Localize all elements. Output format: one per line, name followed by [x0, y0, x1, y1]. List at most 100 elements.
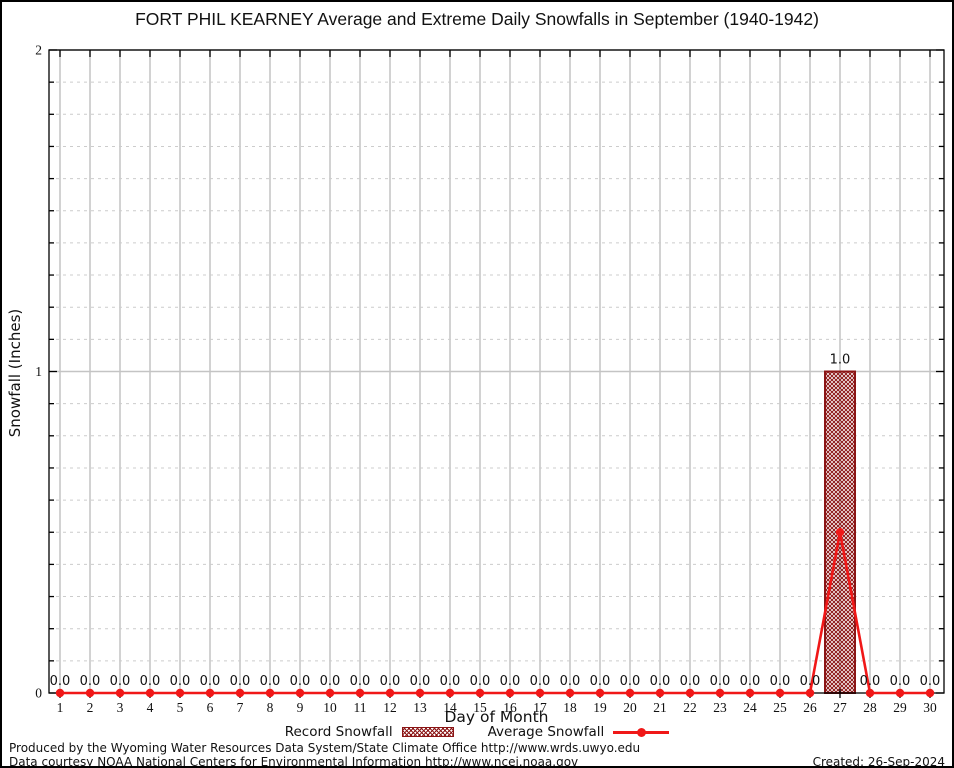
point-value-label: 0.0: [770, 674, 791, 689]
average-snowfall-marker: [925, 688, 935, 698]
point-value-label: 0.0: [710, 674, 731, 689]
svg-text:0: 0: [35, 686, 42, 701]
average-snowfall-marker: [565, 688, 575, 698]
average-snowfall-marker: [295, 688, 305, 698]
average-snowfall-marker: [415, 688, 425, 698]
average-snowfall-swatch-icon: [613, 727, 670, 737]
average-snowfall-marker: [55, 688, 65, 698]
svg-text:2: 2: [87, 700, 94, 715]
svg-text:2: 2: [35, 43, 42, 58]
svg-text:16: 16: [503, 700, 517, 715]
svg-text:8: 8: [267, 700, 274, 715]
chart-legend: Record Snowfall Average Snowfall: [2, 724, 952, 740]
average-snowfall-marker: [865, 688, 875, 698]
average-snowfall-marker: [325, 688, 335, 698]
point-value-label: 0.0: [470, 674, 491, 689]
svg-text:4: 4: [147, 700, 154, 715]
footer-created-date: Created: 26-Sep-2024: [812, 755, 945, 768]
footer-data-courtesy: Data courtesy NOAA National Centers for …: [9, 755, 579, 768]
average-snowfall-marker: [775, 688, 785, 698]
svg-text:14: 14: [443, 700, 457, 715]
svg-text:12: 12: [383, 700, 397, 715]
svg-text:10: 10: [323, 700, 337, 715]
svg-text:1: 1: [35, 364, 42, 379]
point-value-label: 0.0: [200, 674, 221, 689]
svg-text:1: 1: [57, 700, 64, 715]
average-snowfall-marker: [85, 688, 95, 698]
chart-title: FORT PHIL KEARNEY Average and Extreme Da…: [135, 9, 819, 29]
footer-produced-by: Produced by the Wyoming Water Resources …: [9, 741, 641, 755]
svg-text:25: 25: [773, 700, 787, 715]
average-snowfall-marker: [115, 688, 125, 698]
average-snowfall-marker: [265, 688, 275, 698]
point-value-label: 1.0: [830, 353, 851, 368]
footer-row: Data courtesy NOAA National Centers for …: [2, 755, 952, 768]
svg-text:17: 17: [533, 700, 547, 715]
average-snowfall-marker: [355, 688, 365, 698]
svg-text:15: 15: [473, 700, 487, 715]
point-value-label: 0.0: [260, 674, 281, 689]
svg-text:6: 6: [207, 700, 214, 715]
svg-text:5: 5: [177, 700, 184, 715]
point-value-label: 0.0: [230, 674, 251, 689]
svg-text:13: 13: [413, 700, 427, 715]
svg-text:3: 3: [117, 700, 124, 715]
svg-text:21: 21: [653, 700, 667, 715]
average-snowfall-marker: [655, 688, 665, 698]
point-value-label: 0.0: [80, 674, 101, 689]
average-snowfall-marker: [475, 688, 485, 698]
legend-record-label: Record Snowfall: [284, 724, 393, 740]
point-value-label: 0.0: [890, 674, 911, 689]
point-value-label: 0.0: [560, 674, 581, 689]
svg-text:26: 26: [803, 700, 817, 715]
point-value-label: 0.0: [380, 674, 401, 689]
point-value-label: 0.0: [500, 674, 521, 689]
point-value-label: 0.0: [590, 674, 611, 689]
svg-text:20: 20: [623, 700, 637, 715]
legend-average-label: Average Snowfall: [487, 724, 605, 740]
point-value-label: 0.0: [320, 674, 341, 689]
svg-text:24: 24: [743, 700, 757, 715]
average-snowfall-marker: [895, 688, 905, 698]
point-value-label: 0.0: [620, 674, 641, 689]
point-value-label: 0.0: [530, 674, 551, 689]
average-snowfall-marker: [835, 528, 845, 537]
svg-text:30: 30: [923, 700, 937, 715]
svg-text:29: 29: [893, 700, 907, 715]
point-value-label: 0.0: [140, 674, 161, 689]
point-value-label: 0.0: [110, 674, 131, 689]
point-value-label: 0.0: [680, 674, 701, 689]
point-value-label: 0.0: [800, 674, 821, 689]
point-value-label: 0.0: [650, 674, 671, 689]
average-snowfall-marker: [535, 688, 545, 698]
svg-text:27: 27: [833, 700, 847, 715]
average-snowfall-marker: [175, 688, 185, 698]
snowfall-chart: 1 2 3 4 5 6 7 8 9 10 11 12 13 14 15 16 17 18 19 20 21 22 23 24 2…: [35, 43, 945, 715]
point-value-label: 0.0: [440, 674, 461, 689]
average-snowfall-marker: [205, 688, 215, 698]
point-value-label: 0.0: [170, 674, 191, 689]
svg-text:7: 7: [237, 700, 244, 715]
svg-text:18: 18: [563, 700, 577, 715]
average-snowfall-marker: [595, 688, 605, 698]
average-snowfall-marker: [745, 688, 755, 698]
point-value-label: 0.0: [350, 674, 371, 689]
point-value-label: 0.0: [290, 674, 311, 689]
svg-text:22: 22: [683, 700, 697, 715]
point-value-label: 0.0: [920, 674, 941, 689]
svg-text:9: 9: [297, 700, 304, 715]
point-value-label: 0.0: [50, 674, 71, 689]
svg-text:11: 11: [354, 700, 367, 715]
x-axis-label: Day of Month: [444, 708, 549, 726]
point-value-label: 0.0: [860, 674, 881, 689]
average-snowfall-marker: [385, 688, 395, 698]
svg-text:23: 23: [713, 700, 727, 715]
record-snowfall-swatch-icon: [401, 727, 454, 737]
point-value-label: 0.0: [410, 674, 431, 689]
average-snowfall-marker: [445, 688, 455, 698]
svg-text:19: 19: [593, 700, 607, 715]
average-snowfall-marker: [505, 688, 515, 698]
average-snowfall-marker: [145, 688, 155, 698]
average-snowfall-line: [60, 532, 930, 695]
